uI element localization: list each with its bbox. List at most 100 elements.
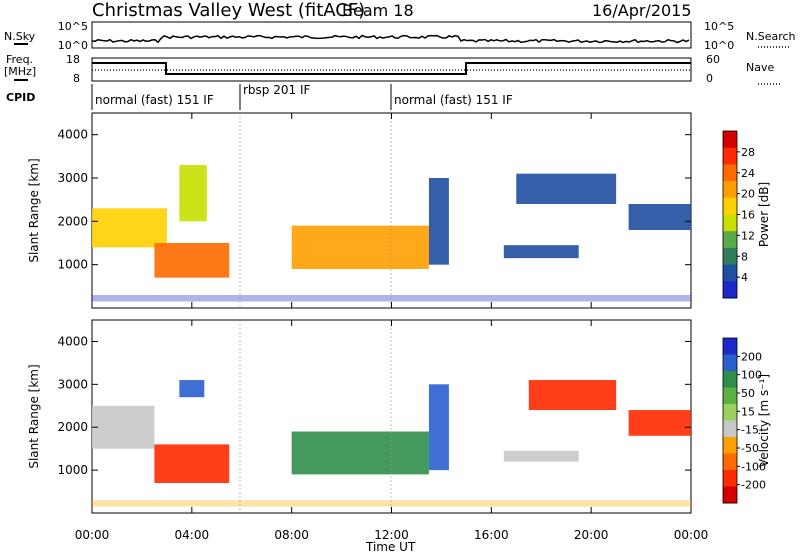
- nsky-tick-high: 10^5: [58, 20, 88, 33]
- colorbar-tick-label: 50: [741, 387, 755, 400]
- date-label: 16/Apr/2015: [592, 1, 692, 20]
- y-tick-label: 4000: [57, 334, 88, 348]
- power-panel: 1000 2000 3000 4000 Slant Range [km] 28 24 20 16…: [27, 112, 771, 309]
- colorbar-swatch: [723, 214, 737, 232]
- colorbar-tick-label: -200: [741, 479, 766, 492]
- near-range-clutter: [92, 500, 691, 507]
- scatter-region-7: [628, 410, 691, 436]
- nsearch-tick-low: 10^0: [704, 39, 734, 52]
- nsearch-tick-high: 10^5: [704, 20, 734, 33]
- y-tick-label: 3000: [57, 377, 88, 391]
- plot-title: Christmas Valley West (fitACF): [92, 0, 365, 21]
- colorbar-swatch: [723, 354, 737, 372]
- colorbar-swatch: [723, 247, 737, 266]
- y-tick-label: 2000: [57, 214, 88, 228]
- freq-trace: [92, 62, 691, 75]
- beam-label: Beam 18: [342, 1, 414, 20]
- near-range-clutter: [92, 295, 691, 302]
- colorbar-swatch: [723, 197, 737, 215]
- colorbar-swatch: [723, 486, 737, 504]
- cpid-label: CPID: [6, 91, 35, 104]
- velocity-panel: 1000 2000 3000 4000 00:00 04:00 08:00 12:00 16:0…: [27, 319, 771, 542]
- freq-unit-label: [MHz]: [4, 65, 36, 78]
- scatter-region-1: [154, 444, 230, 483]
- colorbar-tick-label: 12: [741, 229, 755, 242]
- colorbar-tick-label: 200: [741, 350, 762, 363]
- scatter-region-6: [516, 173, 617, 204]
- x-tick-label: 00:00: [674, 528, 709, 542]
- cpid-mode-1: normal (fast) 151 IF: [95, 93, 214, 107]
- colorbar-swatch: [723, 147, 737, 165]
- panel-frame: [91, 319, 692, 514]
- y-tick-label: 1000: [57, 463, 88, 477]
- colorbar-swatch: [723, 470, 737, 487]
- colorbar-tick-label: 8: [741, 250, 748, 263]
- colorbar-tick-label: -100: [741, 460, 766, 473]
- colorbar-tick-label: -50: [741, 442, 759, 455]
- x-tick-label: 08:00: [274, 528, 309, 542]
- x-tick-label: 00:00: [75, 528, 110, 542]
- colorbar-label: Velocity [m s⁻¹]: [757, 374, 771, 467]
- nsearch-label: N.Search: [746, 30, 796, 43]
- nave-tick-low: 0: [706, 72, 713, 85]
- colorbar-swatch: [723, 231, 737, 249]
- scatter-region-3: [291, 431, 429, 475]
- y-tick-label: 4000: [57, 128, 88, 142]
- colorbar-swatch: [723, 420, 737, 438]
- y-axis-label: Slant Range [km]: [27, 158, 41, 262]
- colorbar-tick-label: -15: [741, 424, 759, 437]
- colorbar-swatch: [723, 281, 737, 299]
- scatter-region-5: [503, 450, 579, 462]
- colorbar-swatch: [723, 131, 737, 149]
- freq-label: Freq.: [6, 53, 33, 66]
- nsky-label: N.Sky: [4, 30, 36, 43]
- x-tick-label: 20:00: [574, 528, 609, 542]
- scatter-region-0: [92, 208, 167, 248]
- x-tick-label: 04:00: [175, 528, 210, 542]
- scatter-region-6: [528, 380, 617, 411]
- colorbar-swatch: [723, 387, 737, 405]
- scatter-region-1: [154, 243, 230, 278]
- nsky-trace: [91, 34, 690, 44]
- colorbar-swatch: [723, 181, 737, 199]
- scatter-region-4: [428, 384, 449, 471]
- colorbar-swatch: [723, 338, 737, 355]
- nave-label: Nave: [746, 61, 774, 74]
- colorbar-tick-label: 20: [741, 188, 755, 201]
- colorbar-tick-label: 15: [741, 405, 755, 418]
- colorbar-label: Power [dB]: [757, 182, 771, 247]
- cpid-mode-2: rbsp 201 IF: [243, 83, 310, 97]
- x-tick-label: 12:00: [374, 528, 409, 542]
- colorbar-tick-label: 16: [741, 209, 755, 222]
- colorbar-tick-label: 4: [741, 271, 748, 284]
- colorbar-tick-label: 100: [741, 369, 762, 382]
- x-axis-label: Time UT: [365, 540, 416, 554]
- colorbar-swatch: [723, 404, 737, 421]
- nsky-strip-frame: [91, 21, 692, 49]
- nsky-tick-low: 10^0: [58, 39, 88, 52]
- colorbar-frame: [722, 337, 738, 504]
- y-tick-label: 3000: [57, 171, 88, 185]
- scatter-region-3: [291, 225, 429, 269]
- colorbar-swatch: [723, 437, 737, 454]
- freq-tick-high: 18: [66, 53, 80, 66]
- colorbar-swatch: [723, 453, 737, 471]
- colorbar-swatch: [723, 371, 737, 388]
- colorbar-tick-label: 24: [741, 167, 755, 180]
- colorbar-swatch: [723, 264, 737, 282]
- scatter-region-0: [92, 405, 155, 449]
- y-tick-label: 2000: [57, 420, 88, 434]
- y-axis-label: Slant Range [km]: [27, 364, 41, 468]
- x-tick-label: 16:00: [474, 528, 509, 542]
- colorbar-swatch: [723, 164, 737, 182]
- scatter-region-2: [179, 165, 207, 222]
- freq-strip-frame: [91, 57, 692, 82]
- freq-tick-low: 8: [73, 72, 80, 85]
- cpid-mode-3: normal (fast) 151 IF: [394, 93, 513, 107]
- scatter-region-5: [503, 245, 579, 259]
- y-tick-label: 1000: [57, 258, 88, 272]
- scatter-region-4: [428, 178, 449, 265]
- colorbar-tick-label: 28: [741, 146, 755, 159]
- nave-tick-high: 60: [706, 53, 720, 66]
